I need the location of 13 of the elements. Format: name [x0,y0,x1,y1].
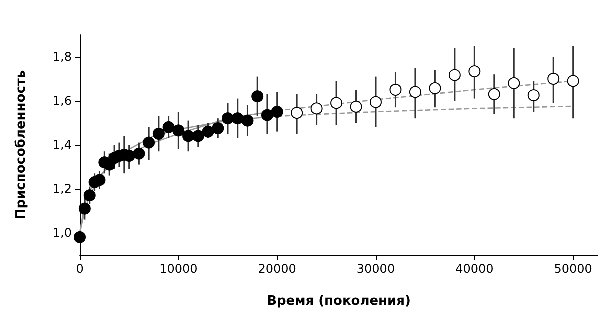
y-tick-label: 1,8 [52,50,72,64]
y-axis-title: Приспособленность [14,70,29,220]
x-tick-label: 50000 [554,262,592,276]
x-tick-label: 0 [76,262,84,276]
x-tick-label: 10000 [160,262,198,276]
y-tick-label: 1,6 [52,94,72,108]
x-axis-title: Время (поколения) [267,294,411,309]
x-tick-label: 20000 [258,262,296,276]
x-tick-label: 40000 [456,262,494,276]
x-tick-label: 30000 [356,262,396,276]
y-tick-label: 1,2 [52,182,72,196]
y-tick-label: 1,4 [52,138,72,152]
y-tick-label: 1,0 [52,226,72,240]
